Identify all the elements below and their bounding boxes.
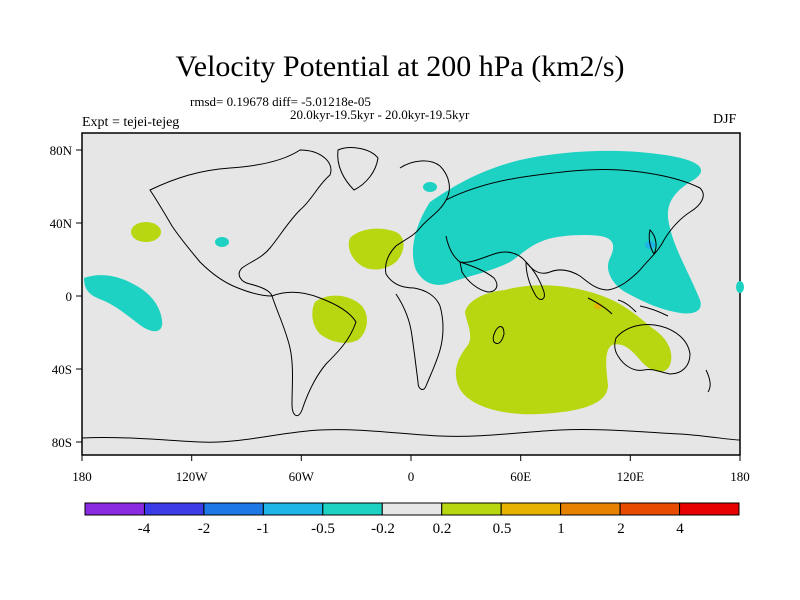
colorbar-label: 0.2 bbox=[433, 521, 452, 537]
y-tick-label: 40S bbox=[52, 362, 72, 377]
colorbar-label: -0.2 bbox=[371, 521, 395, 537]
colorbar-label: 4 bbox=[676, 521, 684, 537]
colorbar-box bbox=[262, 502, 324, 516]
green-region-south-america bbox=[312, 295, 367, 343]
colorbar-label: -2 bbox=[198, 521, 211, 537]
period-text: 20.0kyr-19.5kyr - 20.0kyr-19.5kyr bbox=[290, 107, 470, 122]
plot-title: Velocity Potential at 200 hPa (km2/s) bbox=[175, 50, 625, 83]
colorbar-box bbox=[500, 502, 562, 516]
colorbar bbox=[84, 502, 740, 516]
cyan-spot-gulf bbox=[215, 237, 229, 247]
coast-north-america bbox=[149, 149, 332, 297]
coast-antarctica bbox=[81, 428, 741, 443]
colorbar-box bbox=[143, 502, 205, 516]
colorbar-label: 2 bbox=[617, 521, 625, 537]
cyan-spot-scandinavia bbox=[423, 182, 437, 192]
coast-greenland bbox=[337, 147, 379, 191]
y-tick-label: 80S bbox=[52, 435, 72, 450]
colorbar-label: -0.5 bbox=[311, 521, 335, 537]
colorbar-label: 0.5 bbox=[493, 521, 512, 537]
coast-asia bbox=[445, 168, 704, 291]
axis-ticks bbox=[76, 149, 741, 461]
x-tick-label: 60E bbox=[510, 469, 531, 484]
colorbar-box bbox=[441, 502, 502, 516]
coast-india bbox=[525, 260, 545, 300]
colorbar-box bbox=[203, 502, 264, 516]
x-tick-label: 180 bbox=[730, 469, 750, 484]
x-tick-labels: 180 120W 60W 0 60E 120E 180 bbox=[72, 469, 750, 484]
coast-south-america bbox=[271, 291, 357, 417]
green-region-ne-pacific bbox=[131, 222, 161, 242]
cyan-spot-east-edge bbox=[736, 281, 744, 293]
colorbar-box bbox=[322, 502, 383, 516]
coast-japan bbox=[648, 229, 657, 255]
colorbar-box bbox=[679, 502, 740, 516]
y-tick-label: 0 bbox=[66, 289, 73, 304]
shading-regions bbox=[84, 150, 744, 415]
cyan-region-pacific bbox=[84, 275, 163, 332]
coastlines bbox=[81, 147, 741, 443]
colorbar-box bbox=[84, 502, 145, 516]
colorbar-box bbox=[381, 502, 443, 516]
coast-arabia bbox=[459, 261, 498, 293]
x-tick-label: 0 bbox=[408, 469, 415, 484]
colorbar-box bbox=[619, 502, 681, 516]
experiment-label: Expt = tejei-tejeg bbox=[82, 115, 180, 130]
x-tick-label: 120W bbox=[176, 469, 209, 484]
x-tick-label: 60W bbox=[289, 469, 315, 484]
y-tick-labels: 80N 40N 0 40S 80S bbox=[50, 143, 73, 450]
x-tick-label: 180 bbox=[72, 469, 92, 484]
coast-australia bbox=[614, 324, 691, 375]
coast-indonesia bbox=[587, 297, 669, 317]
green-region-indian-ocean bbox=[455, 285, 672, 415]
x-tick-label: 120E bbox=[617, 469, 645, 484]
season-label: DJF bbox=[713, 112, 737, 127]
y-tick-label: 40N bbox=[50, 216, 73, 231]
colorbar-box bbox=[560, 502, 621, 516]
stats-text: rmsd= 0.19678 diff= -5.01218e-05 bbox=[190, 94, 371, 109]
colorbar-label: -1 bbox=[257, 521, 270, 537]
coast-new-zealand bbox=[705, 369, 711, 393]
cyan-region-eurasia bbox=[412, 150, 702, 314]
colorbar-label: 1 bbox=[557, 521, 565, 537]
coast-madagascar bbox=[492, 326, 505, 345]
y-tick-label: 80N bbox=[50, 143, 73, 158]
colorbar-labels: -4 -2 -1 -0.5 -0.2 0.2 0.5 1 2 4 bbox=[138, 521, 685, 537]
colorbar-label: -4 bbox=[138, 521, 151, 537]
green-region-north-atlantic bbox=[348, 228, 404, 270]
